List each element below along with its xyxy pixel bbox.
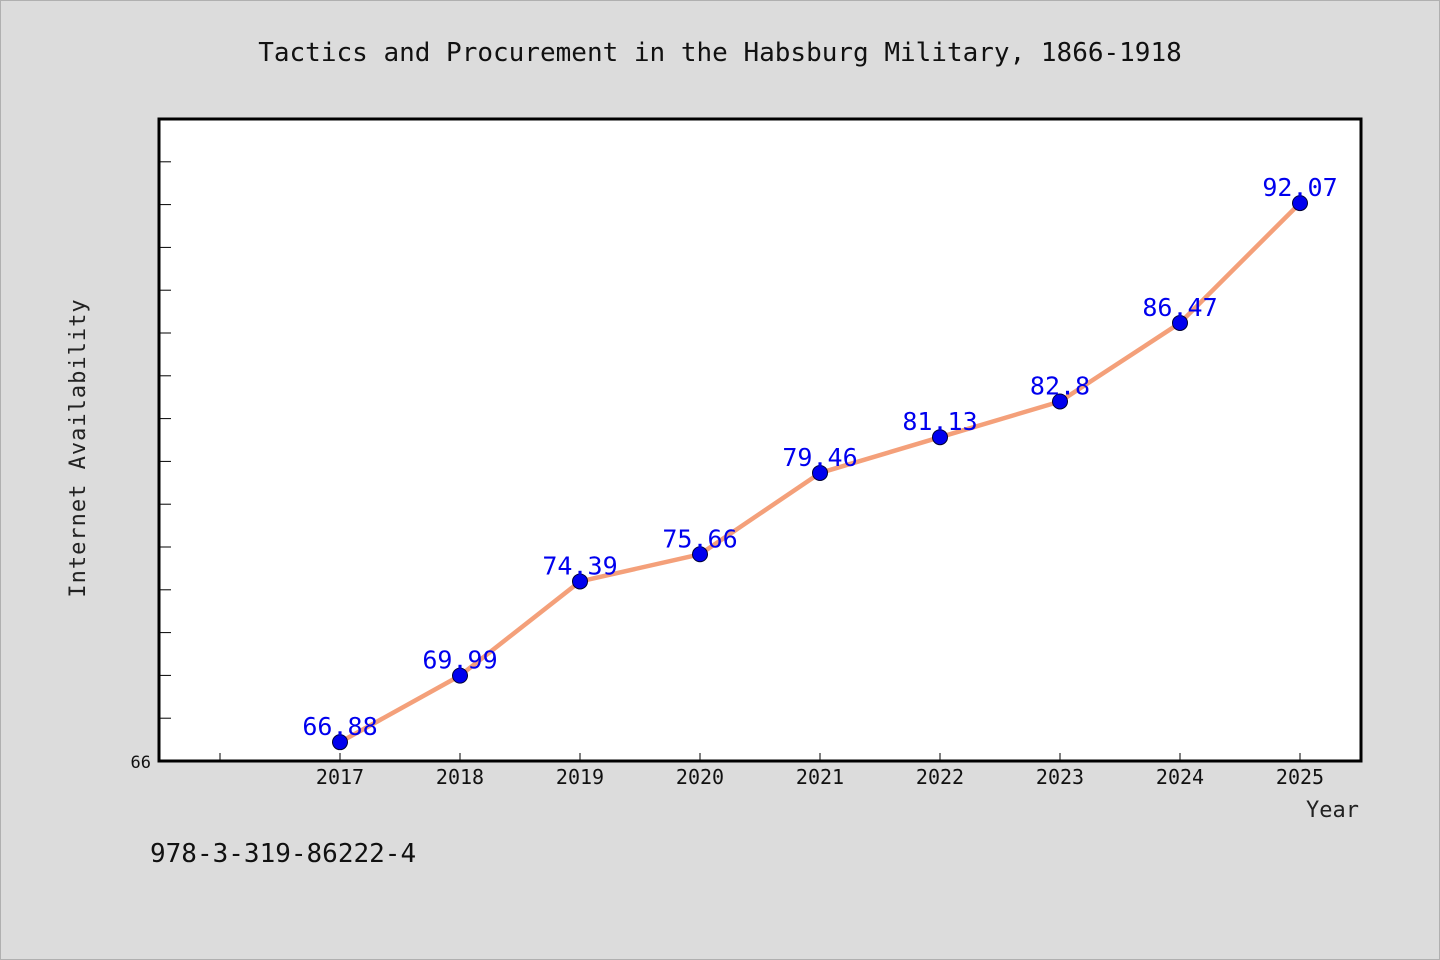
data-label: 69.99 [422,646,497,675]
data-point [452,667,468,684]
chart-title: Tactics and Procurement in the Habsburg … [258,38,1182,68]
x-tick-label: 2023 [1036,765,1084,789]
x-tick-label: 2017 [316,765,364,789]
data-markers [332,195,1308,751]
data-label: 74.39 [542,551,617,580]
data-point [1172,314,1188,331]
data-point [932,429,948,446]
x-tick-label: 2024 [1156,765,1204,789]
data-label: 75.66 [662,524,737,553]
y-axis-label: Internet Availability [66,298,91,597]
data-label: 81.13 [902,407,977,436]
data-label: 79.46 [782,443,857,472]
data-point [332,734,348,751]
x-axis-ticks: 2017 2018 2019 2020 2021 2022 2023 2024 2025 [219,753,1324,789]
data-point [692,546,708,563]
data-point [1052,393,1068,410]
x-tick-label: 2019 [556,765,604,789]
x-tick-label: 2020 [676,765,724,789]
x-tick-label: 2022 [916,765,964,789]
data-label: 86.47 [1142,293,1217,322]
data-label: 92.07 [1262,173,1337,202]
data-label: 66.88 [302,712,377,741]
x-tick-label: 2025 [1276,765,1324,789]
y-tick-label: 66 [131,753,151,773]
data-label: 82.8 [1030,371,1090,400]
footnote-isbn: 978-3-319-86222-4 [150,839,416,869]
x-axis-label: Year [1306,798,1359,823]
x-tick-label: 2018 [436,765,484,789]
data-point [812,464,828,481]
y-axis-ticks: 66 [131,161,171,773]
data-point [1292,195,1308,212]
x-tick-label: 2021 [796,765,844,789]
plot-area [157,117,1363,763]
data-labels: 66.88 69.99 74.39 75.66 79.46 81.13 82.8 86.47 9… [302,173,1337,741]
data-point [572,573,588,590]
